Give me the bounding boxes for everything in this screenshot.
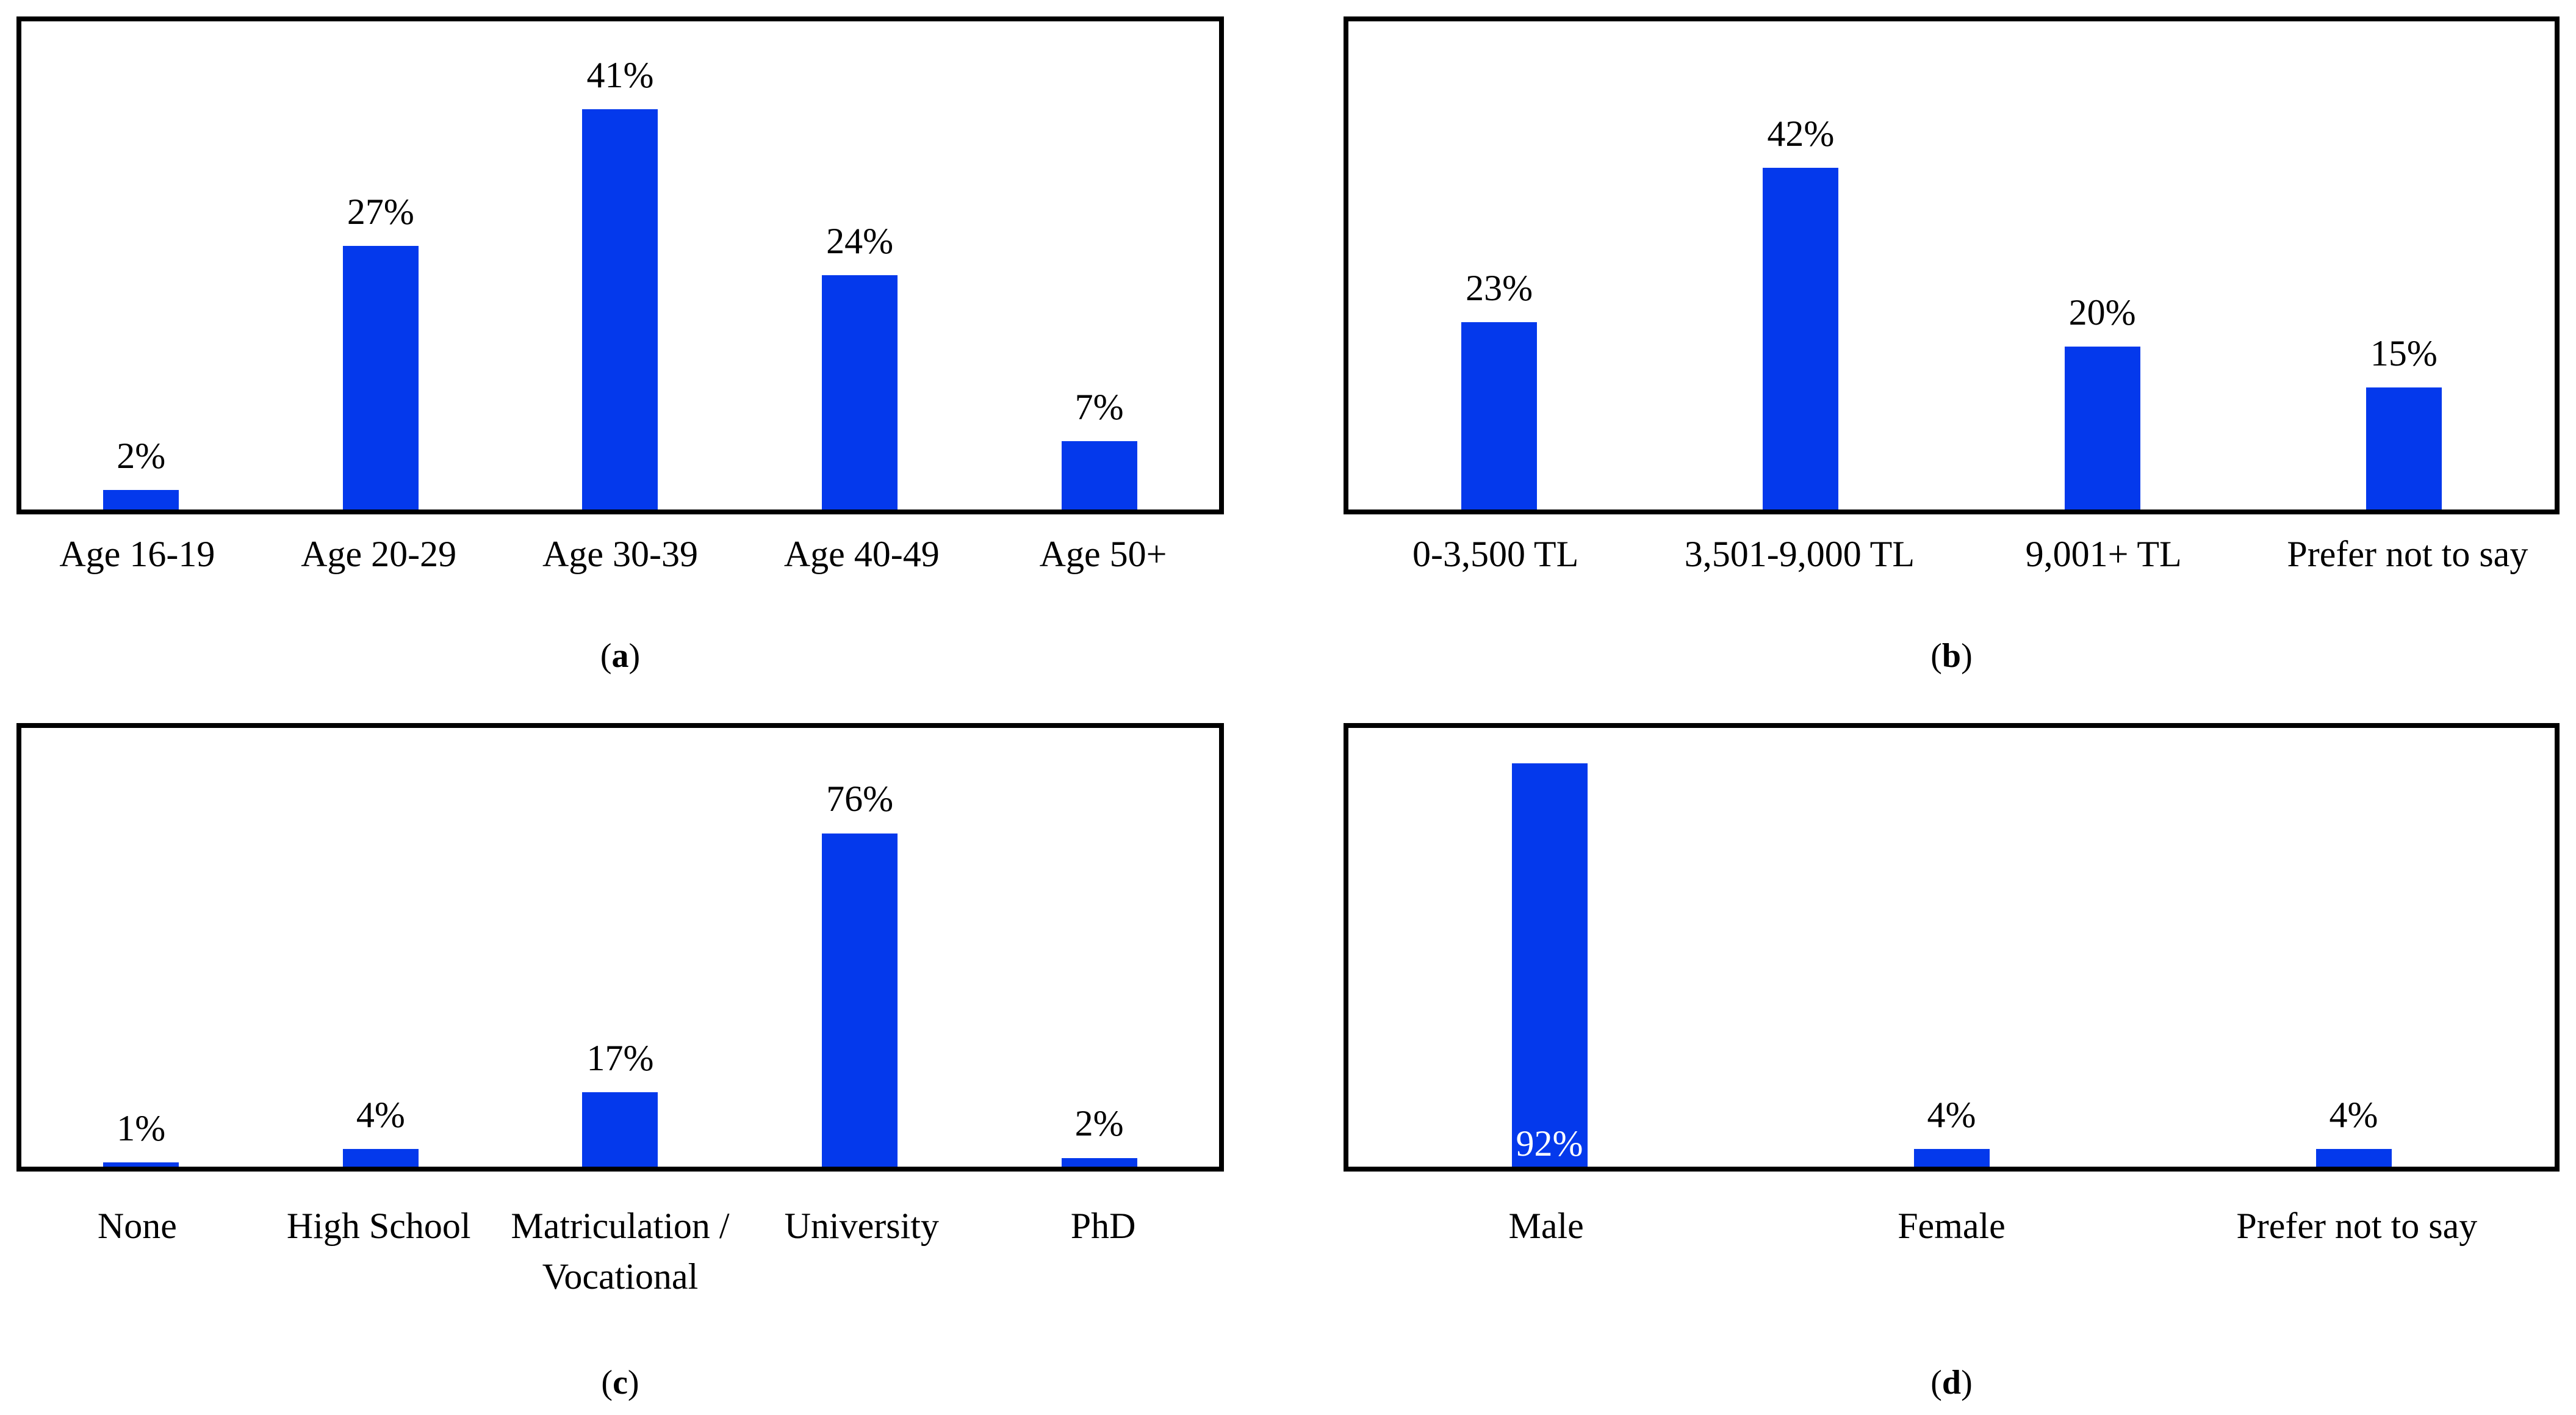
value-label: 7%	[1074, 386, 1124, 427]
chart-b-axis-labels: 0-3,500 TL 3,501-9,000 TL 9,001+ TL Prefer …	[1344, 529, 2560, 581]
axis-category-label: None	[97, 1206, 177, 1246]
bar-slot: 42%	[1650, 21, 1951, 509]
chart-c-caption-letter: c	[613, 1364, 628, 1402]
panel-a: 2% 27% 41% 24% 7% Age 16-19 Age 20-29 Age 30-3…	[16, 16, 1224, 677]
value-label: 15%	[2370, 333, 2437, 373]
value-label: 4%	[2329, 1095, 2378, 1136]
value-label: 24%	[826, 220, 894, 261]
value-label: 2%	[1074, 1103, 1124, 1144]
axis-category-label: 0-3,500 TL	[1412, 534, 1579, 574]
chart-d-caption-open: (	[1930, 1364, 1942, 1402]
bar-slot: 27%	[261, 21, 501, 509]
bar-slot: 4%	[261, 728, 501, 1167]
value-label: 4%	[1927, 1095, 1976, 1136]
axis-category-label: University	[784, 1206, 939, 1246]
chart-c-plot-area: 1% 4% 17% 76% 2%	[16, 723, 1224, 1172]
bar	[822, 833, 898, 1167]
bar-slot: 24%	[740, 21, 980, 509]
chart-b-caption: (b)	[1344, 636, 2560, 677]
axis-category-label: Age 30-39	[542, 534, 698, 574]
chart-b-caption-close: )	[1961, 637, 1973, 675]
value-label: 92%	[1516, 1123, 1583, 1164]
axis-category-label: 3,501-9,000 TL	[1684, 534, 1915, 574]
bar	[582, 109, 658, 509]
axis-category-label: PhD	[1070, 1206, 1136, 1246]
chart-a-plot-area: 2% 27% 41% 24% 7%	[16, 16, 1224, 514]
bar-slot: 41%	[500, 21, 740, 509]
chart-a-caption-close: )	[628, 637, 641, 675]
chart-a-axis-labels: Age 16-19 Age 20-29 Age 30-39 Age 40-49 Age …	[16, 529, 1224, 581]
bar-slot: 15%	[2253, 21, 2555, 509]
value-label: 76%	[826, 779, 894, 819]
chart-d-plot-area: 92% 4% 4%	[1344, 723, 2560, 1172]
chart-d-caption-close: )	[1961, 1364, 1973, 1402]
bar	[103, 490, 179, 509]
panel-d: 92% 4% 4% Male Female Prefer not to say (d)	[1344, 723, 2560, 1403]
axis-category-label: Prefer not to say	[2236, 1206, 2478, 1246]
bar-slot: 23%	[1348, 21, 1650, 509]
bar	[342, 1149, 419, 1167]
chart-d-caption: (d)	[1344, 1363, 2560, 1403]
chart-a-caption-open: (	[600, 637, 612, 675]
chart-b-caption-letter: b	[1941, 637, 1962, 675]
bar-slot: 2%	[979, 728, 1219, 1167]
axis-category-label: 9,001+ TL	[2025, 534, 2182, 574]
bar	[2366, 387, 2442, 509]
bar	[1913, 1149, 1990, 1167]
axis-category-label: High School	[286, 1206, 471, 1246]
value-label: 23%	[1466, 268, 1533, 309]
axis-category-label: Matriculation / Vocational	[511, 1206, 730, 1297]
panel-c: 1% 4% 17% 76% 2% None High School Matriculatio…	[16, 723, 1224, 1403]
value-label: 41%	[586, 54, 654, 95]
chart-d-caption-letter: d	[1941, 1364, 1962, 1402]
axis-category-label: Female	[1898, 1206, 2006, 1246]
chart-a-caption: (a)	[16, 636, 1224, 677]
axis-category-label: Age 20-29	[301, 534, 457, 574]
axis-category-label: Age 40-49	[783, 534, 940, 574]
chart-c-caption-close: )	[627, 1364, 639, 1402]
bar	[1061, 1158, 1137, 1167]
value-label: 2%	[117, 435, 166, 476]
bar	[1061, 441, 1137, 509]
value-label: 17%	[586, 1037, 654, 1078]
bar	[822, 275, 898, 509]
bar-slot: 4%	[2153, 728, 2555, 1167]
bar	[1763, 168, 1839, 509]
axis-category-label: Age 16-19	[59, 534, 215, 574]
chart-a-caption-letter: a	[611, 637, 629, 675]
bar-slot: 4%	[1750, 728, 2153, 1167]
bar	[582, 1092, 658, 1167]
bar: 92%	[1511, 763, 1588, 1167]
axis-category-label: Male	[1508, 1206, 1584, 1246]
value-label: 4%	[356, 1095, 405, 1136]
bar-slot: 17%	[500, 728, 740, 1167]
bar-slot: 92%	[1348, 728, 1750, 1167]
bar	[1461, 322, 1538, 509]
value-label: 20%	[2068, 292, 2136, 333]
value-label: 1%	[117, 1107, 166, 1148]
bar-slot: 20%	[1952, 21, 2253, 509]
bar	[103, 1162, 179, 1167]
bar-slot: 2%	[21, 21, 261, 509]
bar	[342, 246, 419, 509]
chart-c-axis-labels: None High School Matriculation / Vocationa…	[16, 1201, 1224, 1305]
bar-slot: 1%	[21, 728, 261, 1167]
axis-category-label: Age 50+	[1039, 534, 1167, 574]
bar	[2315, 1149, 2392, 1167]
bar	[2064, 347, 2140, 509]
chart-c-caption-open: (	[601, 1364, 613, 1402]
value-label: 27%	[347, 191, 414, 232]
chart-d-axis-labels: Male Female Prefer not to say	[1344, 1201, 2560, 1305]
axis-category-label: Prefer not to say	[2287, 534, 2528, 574]
value-label: 42%	[1767, 113, 1835, 154]
bar-slot: 76%	[740, 728, 980, 1167]
panel-b: 23% 42% 20% 15% 0-3,500 TL 3,501-9,000 TL 9,0…	[1344, 16, 2560, 677]
chart-c-caption: (c)	[16, 1363, 1224, 1403]
chart-b-plot-area: 23% 42% 20% 15%	[1344, 16, 2560, 514]
chart-b-caption-open: (	[1930, 637, 1942, 675]
bar-slot: 7%	[979, 21, 1219, 509]
